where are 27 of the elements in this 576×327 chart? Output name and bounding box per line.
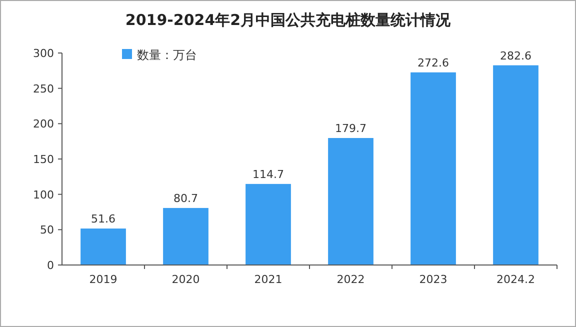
data-label: 51.6 <box>91 212 116 226</box>
bar <box>246 184 291 265</box>
y-tick-label: 150 <box>33 153 54 166</box>
bar <box>493 65 538 265</box>
chart-title: 2019-2024年2月中国公共充电桩数量统计情况 <box>125 11 452 29</box>
y-tick-label: 50 <box>40 224 54 237</box>
y-tick-label: 0 <box>47 259 54 272</box>
data-label: 282.6 <box>500 49 532 62</box>
y-tick-label: 250 <box>33 82 54 96</box>
x-tick-label: 2020 <box>172 273 200 286</box>
data-label: 179.7 <box>335 122 366 136</box>
x-tick-label: 2021 <box>254 273 282 286</box>
x-tick-label: 2023 <box>419 273 448 286</box>
bar <box>80 228 126 265</box>
data-label: 80.7 <box>174 192 198 205</box>
bar <box>410 72 456 265</box>
legend-label: 数量：万台 <box>137 48 197 62</box>
y-tick-label: 300 <box>33 47 54 60</box>
x-tick-label: 2024.2 <box>496 273 535 286</box>
y-tick-label: 100 <box>33 188 54 202</box>
data-label: 114.7 <box>252 168 284 181</box>
y-tick-label: 200 <box>33 118 54 131</box>
x-tick-label: 2022 <box>336 273 365 286</box>
x-tick-label: 2019 <box>89 273 118 286</box>
bar <box>328 138 374 265</box>
data-label: 272.6 <box>418 56 449 70</box>
bar <box>163 208 208 265</box>
